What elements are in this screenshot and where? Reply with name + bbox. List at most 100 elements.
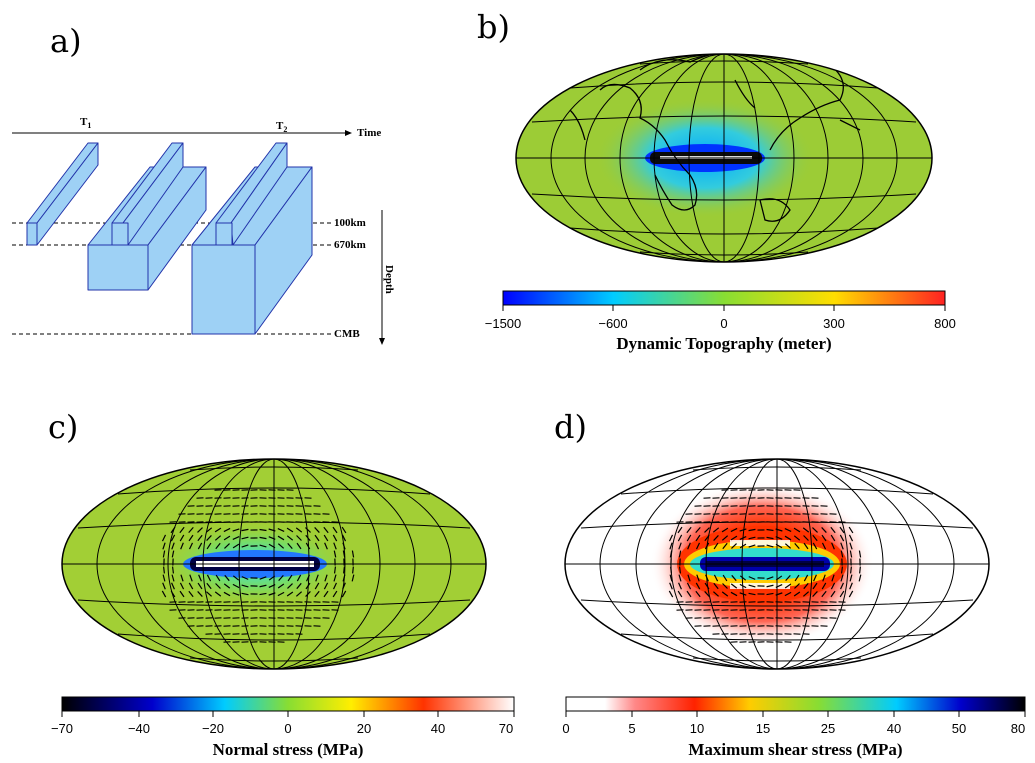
stress-direction-mark: [206, 535, 212, 541]
stress-direction-mark: [296, 542, 302, 550]
stress-direction-mark: [341, 526, 347, 534]
stress-direction-mark: [215, 574, 221, 582]
depth-100-label: 100km: [334, 217, 366, 229]
stress-direction-mark: [678, 550, 682, 558]
stress-direction-mark: [232, 583, 240, 589]
stress-direction-mark: [821, 527, 827, 533]
stress-direction-mark: [712, 527, 720, 533]
stress-direction-mark: [748, 576, 756, 580]
stress-direction-mark: [241, 576, 249, 580]
stress-direction-mark: [730, 583, 738, 589]
stress-direction-mark: [232, 543, 240, 549]
stress-direction-mark: [287, 542, 293, 550]
stress-direction-mark: [206, 591, 212, 597]
stress-direction-mark: [848, 526, 854, 534]
stress-direction-mark: [822, 574, 826, 582]
stress-direction-mark: [785, 574, 791, 582]
cb-d-tick-7: 80: [1010, 721, 1026, 736]
stress-direction-mark: [343, 566, 345, 574]
stress-direction-mark: [323, 526, 329, 534]
stress-direction-mark: [188, 534, 194, 542]
cb-d-tick-0: 0: [562, 721, 570, 736]
stress-direction-mark: [305, 542, 311, 550]
stress-direction-mark: [830, 582, 836, 590]
stress-direction-mark: [323, 590, 329, 598]
stress-direction-mark: [351, 550, 355, 558]
cb-d-tick-5: 40: [886, 721, 902, 736]
stress-direction-mark: [171, 566, 175, 574]
stress-direction-mark: [794, 542, 800, 550]
stress-direction-mark: [241, 592, 249, 596]
stress-direction-mark: [333, 566, 337, 574]
stress-direction-mark: [813, 574, 817, 582]
stress-direction-mark: [232, 592, 240, 596]
stress-direction-mark: [766, 576, 774, 580]
stress-direction-mark: [214, 527, 222, 533]
stress-direction-mark: [197, 591, 203, 597]
stress-direction-mark: [704, 527, 710, 533]
cb-d-tick-1: 5: [628, 721, 636, 736]
stress-direction-mark: [748, 584, 756, 588]
stress-direction-mark: [812, 582, 818, 590]
stress-direction-mark: [188, 526, 194, 534]
stress-direction-mark: [859, 566, 861, 574]
stress-direction-mark: [840, 574, 844, 582]
stress-direction-mark: [704, 591, 710, 597]
stress-direction-mark: [669, 582, 673, 590]
t2-label: T2: [276, 120, 287, 134]
cb-c-tick-0: −70: [50, 721, 74, 736]
stress-direction-mark: [677, 526, 683, 534]
stress-direction-mark: [197, 582, 203, 590]
stress-direction-mark: [351, 574, 355, 582]
stress-direction-mark: [668, 590, 674, 598]
stress-direction-mark: [171, 574, 175, 582]
stress-direction-mark: [188, 590, 194, 598]
stress-direction-mark: [849, 582, 853, 590]
stress-direction-mark: [677, 590, 683, 598]
stress-direction-mark: [848, 590, 854, 598]
stress-direction-mark: [314, 527, 320, 533]
stress-direction-mark: [259, 592, 267, 596]
stress-direction-mark: [793, 591, 801, 597]
cb-c-tick-2: −20: [201, 721, 225, 736]
stress-direction-mark: [171, 550, 175, 558]
stress-direction-mark: [333, 550, 337, 558]
stress-direction-mark: [722, 574, 728, 582]
stress-direction-mark: [224, 543, 230, 549]
stress-direction-mark: [296, 574, 302, 582]
stress-direction-mark: [766, 592, 774, 596]
cb-d-tick-2: 10: [689, 721, 705, 736]
stress-direction-mark: [731, 543, 737, 549]
stress-direction-mark: [839, 534, 845, 542]
time-label: Time: [357, 127, 381, 139]
stress-direction-mark: [748, 528, 756, 532]
slab-schematic: Time T1 T2 100km 670km CMB Depth: [12, 116, 395, 345]
stress-direction-mark: [784, 583, 792, 589]
cb-b-tick-4: 800: [934, 316, 956, 331]
stress-direction-mark: [215, 542, 221, 550]
stress-direction-mark: [730, 527, 738, 533]
stress-direction-mark: [278, 574, 284, 582]
stress-direction-mark: [179, 582, 185, 590]
stress-direction-mark: [324, 542, 328, 550]
stress-direction-mark: [739, 528, 747, 532]
stress-direction-mark: [686, 534, 692, 542]
stress-direction-mark: [793, 535, 801, 541]
panel-a-label: a): [50, 22, 82, 60]
stress-direction-mark: [713, 591, 719, 597]
stress-direction-mark: [332, 534, 338, 542]
stress-direction-mark: [241, 544, 249, 548]
stress-direction-mark: [232, 575, 240, 581]
stress-direction-mark: [849, 542, 853, 550]
stress-direction-mark: [721, 527, 729, 533]
stress-direction-mark: [171, 582, 175, 590]
stress-direction-mark: [277, 543, 285, 549]
stress-direction-mark: [314, 590, 320, 598]
stress-direction-mark: [314, 534, 320, 542]
stress-direction-mark: [180, 542, 184, 550]
stress-direction-mark: [678, 574, 682, 582]
stress-direction-mark: [223, 591, 231, 597]
stress-direction-mark: [850, 566, 852, 574]
